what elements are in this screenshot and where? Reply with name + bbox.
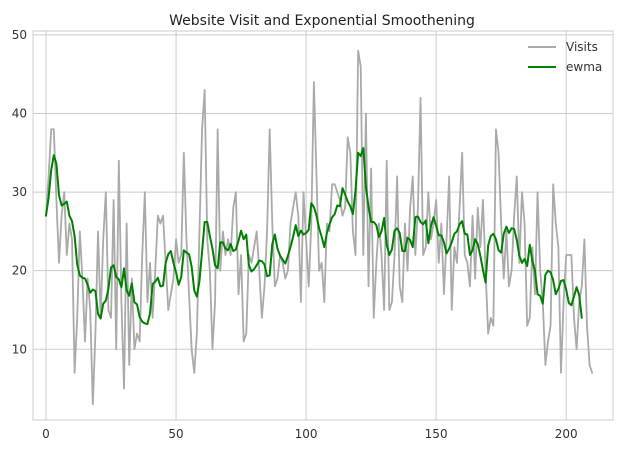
legend-label-visits: Visits — [566, 40, 598, 54]
series-line-ewma — [45, 147, 583, 326]
x-tick-label: 150 — [425, 427, 448, 441]
y-tick-label: 20 — [12, 264, 27, 278]
y-tick-label: 40 — [12, 107, 27, 121]
series-line-visits — [45, 49, 594, 406]
x-tick-label: 50 — [168, 427, 183, 441]
x-tick-label: 100 — [295, 427, 318, 441]
legend: Visits ewma — [528, 40, 602, 74]
x-tick-labels: 0 50 100 150 200 — [42, 427, 577, 441]
series-lines — [45, 49, 594, 406]
y-tick-label: 50 — [12, 28, 27, 42]
y-tick-label: 10 — [12, 342, 27, 356]
legend-label-ewma: ewma — [566, 60, 602, 74]
x-tick-label: 0 — [42, 427, 50, 441]
y-tick-label: 30 — [12, 185, 27, 199]
grid-lines — [33, 31, 613, 420]
chart-title: Website Visit and Exponential Smoothenin… — [169, 13, 475, 29]
y-tick-labels: 10 20 30 40 50 — [12, 28, 27, 356]
x-tick-label: 200 — [555, 427, 578, 441]
